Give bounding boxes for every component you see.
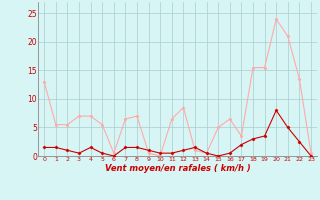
X-axis label: Vent moyen/en rafales ( km/h ): Vent moyen/en rafales ( km/h ) [105, 164, 251, 173]
